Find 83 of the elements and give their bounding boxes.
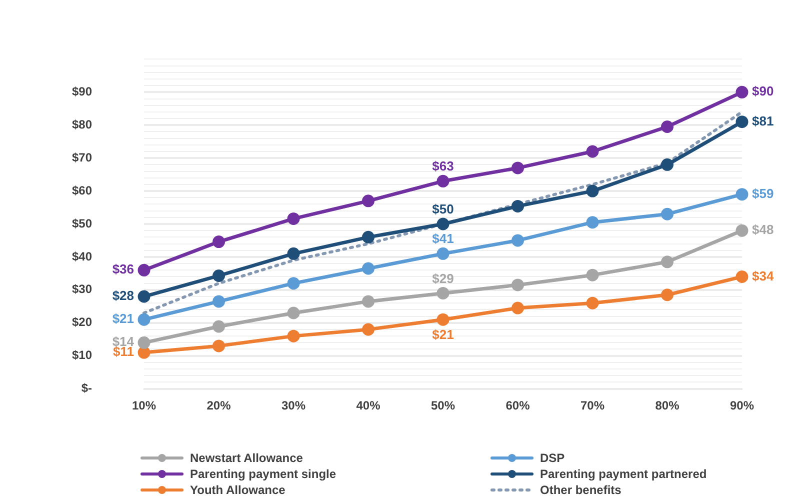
point — [362, 194, 375, 208]
point — [736, 116, 748, 128]
point — [138, 290, 150, 303]
point — [736, 188, 748, 201]
legend-label: DSP — [540, 450, 565, 464]
point — [436, 218, 450, 230]
data-label: $36 — [112, 262, 134, 277]
point — [512, 200, 524, 212]
point — [138, 313, 150, 326]
point — [287, 277, 300, 290]
y-tick-label: $- — [81, 381, 92, 396]
data-label: $41 — [432, 231, 454, 246]
data-label: $21 — [432, 327, 454, 342]
y-tick-label: $90 — [72, 84, 92, 98]
x-tick-label: 20% — [206, 398, 232, 412]
point — [512, 234, 524, 247]
point — [661, 256, 674, 268]
point — [362, 295, 375, 308]
y-tick-label: $40 — [72, 249, 92, 264]
point — [362, 262, 375, 275]
point — [287, 306, 300, 320]
point — [661, 158, 674, 171]
x-tick-label: 70% — [580, 398, 605, 412]
data-label: $28 — [112, 288, 134, 304]
data-label: $48 — [752, 222, 774, 238]
point — [287, 212, 300, 225]
x-tick-label: 30% — [282, 398, 306, 412]
point — [362, 230, 375, 244]
y-tick-label: $50 — [72, 216, 92, 230]
point — [436, 286, 450, 300]
y-tick-label: $10 — [72, 348, 92, 362]
data-label: $63 — [432, 158, 454, 174]
y-tick-label: $80 — [72, 117, 92, 132]
data-label: $34 — [752, 268, 774, 284]
x-tick-label: 40% — [356, 398, 381, 412]
point — [736, 86, 748, 98]
point — [436, 247, 450, 260]
x-tick-label: 90% — [730, 398, 754, 412]
point — [661, 208, 674, 220]
point — [661, 288, 674, 302]
data-label: $81 — [752, 113, 774, 128]
point — [512, 278, 524, 292]
y-tick-label: $70 — [72, 150, 92, 164]
legend-label: Youth Allowance — [190, 482, 286, 496]
data-label: $59 — [752, 186, 774, 201]
data-label: $29 — [432, 270, 454, 286]
point — [586, 216, 599, 229]
point — [586, 268, 599, 282]
point — [512, 162, 524, 174]
point — [212, 340, 226, 352]
legend-label: Other benefits — [540, 482, 622, 496]
point — [736, 224, 748, 237]
point — [436, 313, 450, 326]
point — [586, 296, 599, 310]
point — [362, 323, 375, 336]
point — [512, 302, 524, 314]
point — [138, 346, 150, 359]
point — [736, 270, 748, 283]
point — [661, 120, 674, 134]
x-tick-label: 80% — [655, 398, 680, 412]
point — [586, 145, 599, 158]
point — [138, 264, 150, 276]
point — [212, 236, 226, 248]
point — [212, 269, 226, 282]
point — [212, 320, 226, 333]
point — [287, 247, 300, 260]
data-label: $90 — [752, 84, 774, 99]
data-label: $50 — [432, 202, 454, 217]
point — [586, 184, 599, 198]
legend-label: Newstart Allowance — [190, 450, 303, 464]
point — [287, 330, 300, 342]
legend-label: Parenting payment single — [190, 466, 336, 480]
x-tick-label: 50% — [430, 398, 456, 412]
data-label: $21 — [112, 311, 134, 326]
x-tick-label: 60% — [506, 398, 530, 412]
y-tick-label: $60 — [72, 183, 92, 198]
legend-label: Parenting payment partnered — [540, 466, 707, 480]
point — [212, 295, 226, 308]
x-tick-label: 10% — [132, 398, 156, 412]
point — [436, 174, 450, 188]
point — [138, 336, 150, 349]
y-tick-label: $20 — [72, 315, 92, 330]
y-tick-label: $30 — [72, 282, 92, 296]
